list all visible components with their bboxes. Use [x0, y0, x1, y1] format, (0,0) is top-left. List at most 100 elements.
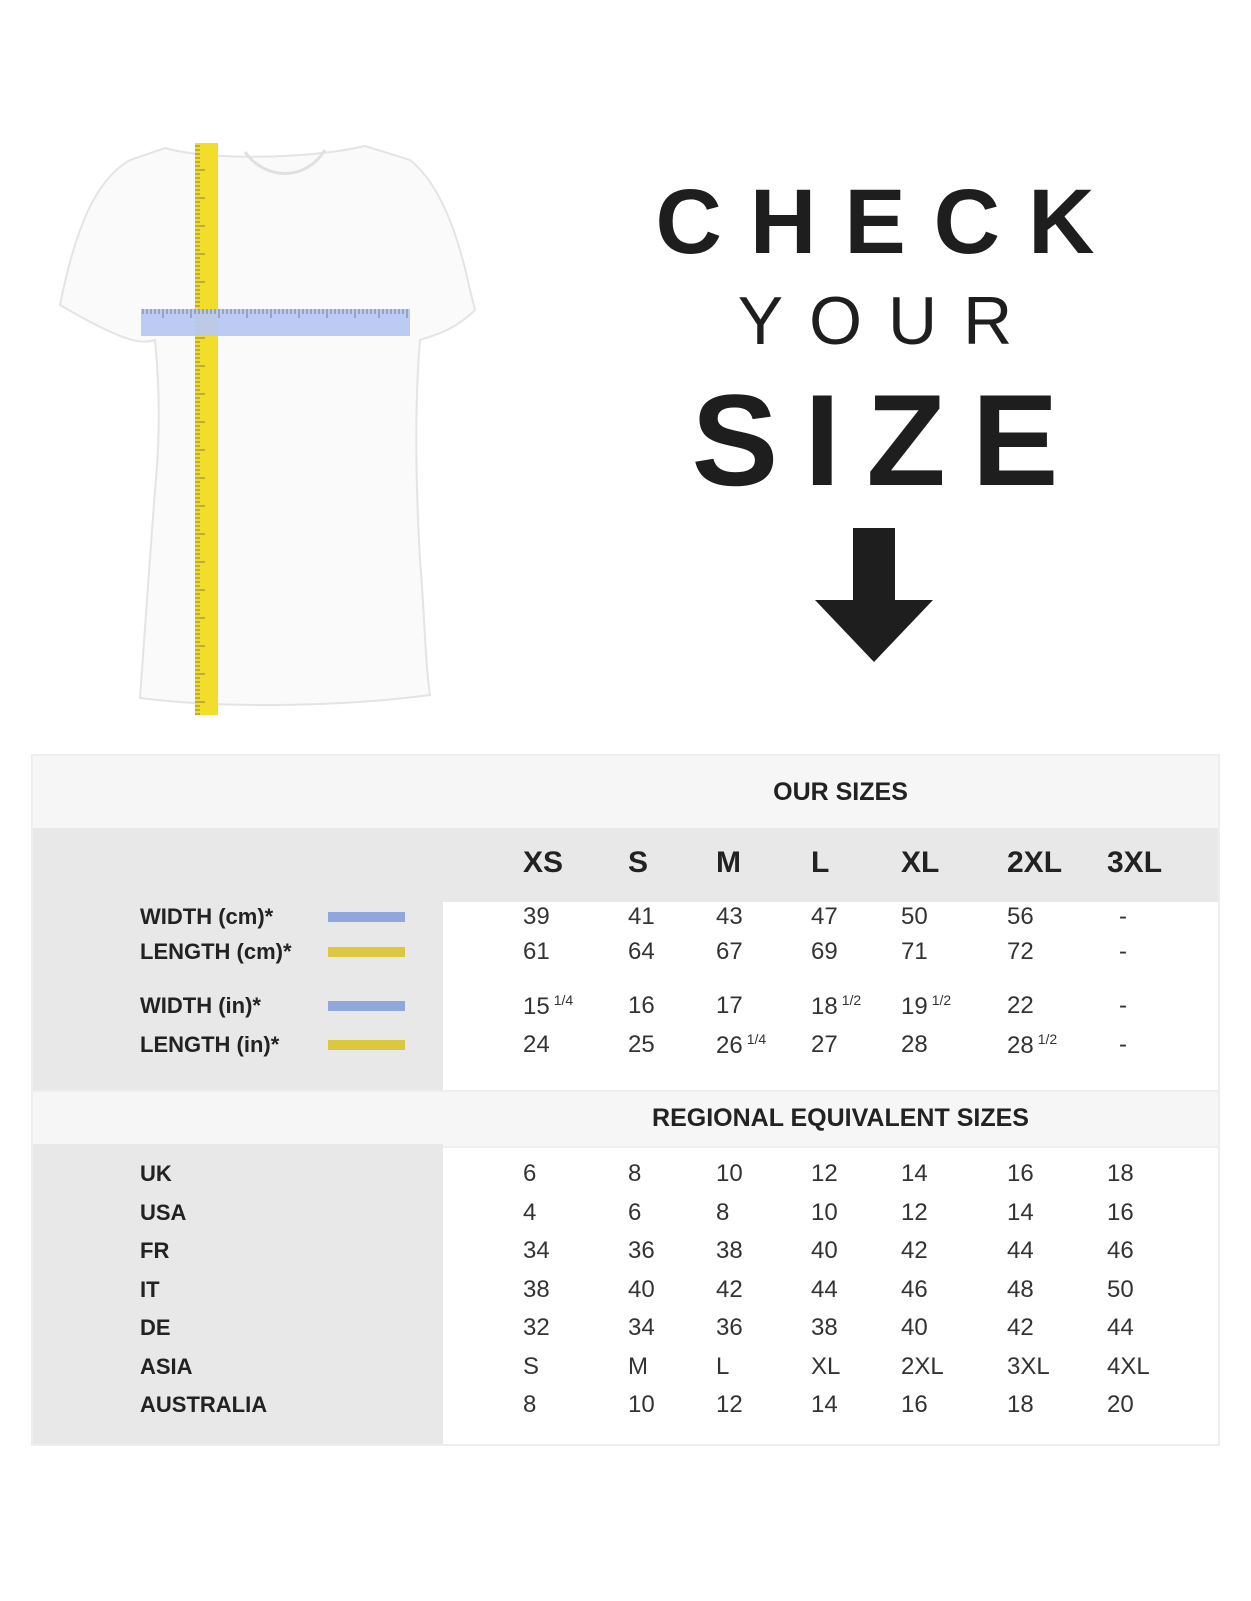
heading-size: SIZE — [691, 367, 1085, 513]
cell-value: 72 — [1007, 938, 1034, 965]
size-header-l: L — [811, 846, 830, 879]
regional-cell: 40 — [628, 1275, 655, 1303]
cell-value: - — [1119, 992, 1127, 1019]
cell-value: 28 — [1007, 1032, 1034, 1059]
measurement-label: LENGTH (cm)* — [140, 939, 292, 964]
cell-fraction: 1/2 — [841, 992, 862, 1008]
measurement-label: LENGTH (in)* — [140, 1032, 280, 1057]
regional-cell: 46 — [901, 1275, 928, 1303]
regional-title: REGIONAL EQUIVALENT SIZES — [652, 1104, 1029, 1132]
cell-value: - — [1119, 903, 1127, 930]
regional-cell: 8 — [628, 1160, 642, 1187]
cell-value: 17 — [716, 992, 743, 1019]
regional-cell: 6 — [523, 1160, 537, 1187]
measurement-cell: 41 — [628, 903, 655, 931]
regional-cell: 36 — [628, 1237, 655, 1264]
measurement-cell: 22 — [1007, 992, 1034, 1020]
region-label: ASIA — [140, 1353, 193, 1379]
size-header-row: XS S M L XL 2XL 3XL — [33, 828, 1218, 902]
cell-value: 43 — [716, 903, 743, 930]
cell-value: 24 — [523, 1031, 550, 1058]
regional-cell: 38 — [523, 1275, 550, 1303]
size-header-2xl: 2XL — [1007, 846, 1063, 879]
regional-cell: 34 — [628, 1314, 655, 1341]
regional-cell: 8 — [523, 1391, 537, 1418]
measurement-cell: 69 — [811, 938, 838, 966]
cell-value: 64 — [628, 938, 655, 965]
cell-value: 39 — [523, 903, 550, 930]
measurement-cell: 27 — [811, 1031, 838, 1059]
regional-cell: 44 — [1007, 1237, 1034, 1264]
measurement-cell: 24 — [523, 1031, 550, 1059]
regional-cell: 18 — [1007, 1391, 1034, 1418]
regional-cell: 16 — [901, 1391, 928, 1418]
regional-cell: 14 — [1007, 1198, 1034, 1226]
regional-cell: 16 — [1107, 1198, 1134, 1226]
measurement-cell: - — [1119, 1031, 1127, 1059]
regional-cell: 16 — [1007, 1160, 1034, 1187]
regional-cell: S — [523, 1352, 540, 1380]
region-label: FR — [140, 1238, 170, 1263]
cell-value: 69 — [811, 938, 838, 965]
regional-cell: 8 — [716, 1198, 730, 1226]
regional-cell: 4 — [523, 1198, 537, 1226]
region-label: DE — [140, 1315, 171, 1340]
length-color-swatch — [328, 1040, 405, 1050]
horizontal-tape-measure — [141, 309, 410, 336]
regional-cell: 6 — [628, 1198, 642, 1226]
size-chart-table: OUR SIZES XS S M L XL 2XL 3XL WIDTH (cm)* 39 41 4… — [31, 754, 1220, 1446]
regional-cell: L — [716, 1352, 730, 1380]
cell-value: 41 — [628, 903, 655, 930]
regional-cell: 42 — [1007, 1314, 1034, 1341]
regional-cell: 12 — [901, 1198, 928, 1226]
cell-value: 27 — [811, 1031, 838, 1058]
cell-value: 26 — [716, 1032, 743, 1059]
measurement-cell: 61 — [523, 938, 550, 966]
regional-cell: 38 — [716, 1237, 743, 1264]
regional-cell: 4XL — [1107, 1352, 1150, 1380]
cell-value: 61 — [523, 938, 550, 965]
regional-cell: 42 — [716, 1275, 743, 1303]
regional-cell: 12 — [716, 1391, 743, 1418]
cell-value: 67 — [716, 938, 743, 965]
measurement-cell: - — [1119, 903, 1127, 931]
regional-cell: 34 — [523, 1237, 550, 1264]
regional-cell: 12 — [811, 1160, 838, 1187]
region-label: AUSTRALIA — [140, 1392, 268, 1417]
cell-value: 22 — [1007, 992, 1034, 1019]
cell-fraction: 1/2 — [931, 992, 952, 1008]
width-color-swatch — [328, 912, 405, 922]
t-shirt-measurement-illustration — [58, 143, 477, 715]
cell-value: 15 — [523, 993, 550, 1020]
measurement-cell: 26 1/4 — [716, 1031, 766, 1060]
regional-cell: 42 — [901, 1237, 928, 1264]
our-sizes-header: OUR SIZES — [33, 756, 1218, 828]
measurement-labels-column — [33, 902, 443, 1090]
cell-value: 47 — [811, 903, 838, 930]
cell-value: - — [1119, 1031, 1127, 1058]
measurement-label: WIDTH (cm)* — [140, 904, 274, 929]
size-header-xl: XL — [901, 846, 940, 879]
cell-value: 16 — [628, 992, 655, 1019]
cell-value: 28 — [901, 1031, 928, 1058]
regional-cell: M — [628, 1352, 648, 1380]
arrow-down-icon — [815, 528, 933, 662]
regional-cell: 2XL — [901, 1352, 944, 1380]
regional-cell: 40 — [901, 1314, 928, 1341]
cell-fraction: 1/4 — [553, 992, 574, 1008]
cell-value: 50 — [901, 903, 928, 930]
regional-cell: 14 — [901, 1160, 928, 1187]
regional-cell: 36 — [716, 1314, 743, 1341]
measurement-cell: 39 — [523, 903, 550, 931]
measurement-cell: - — [1119, 938, 1127, 966]
cell-value: - — [1119, 938, 1127, 965]
cell-fraction: 1/2 — [1037, 1031, 1058, 1047]
regional-cell: 38 — [811, 1314, 838, 1341]
regional-cell: 10 — [628, 1391, 655, 1418]
regional-cell: 46 — [1107, 1237, 1134, 1264]
regional-cell: 40 — [811, 1237, 838, 1264]
measurement-cell: 15 1/4 — [523, 992, 573, 1021]
size-header-xs: XS — [523, 846, 564, 879]
measurement-cell: 28 — [901, 1031, 928, 1059]
regional-cell: 32 — [523, 1314, 550, 1341]
